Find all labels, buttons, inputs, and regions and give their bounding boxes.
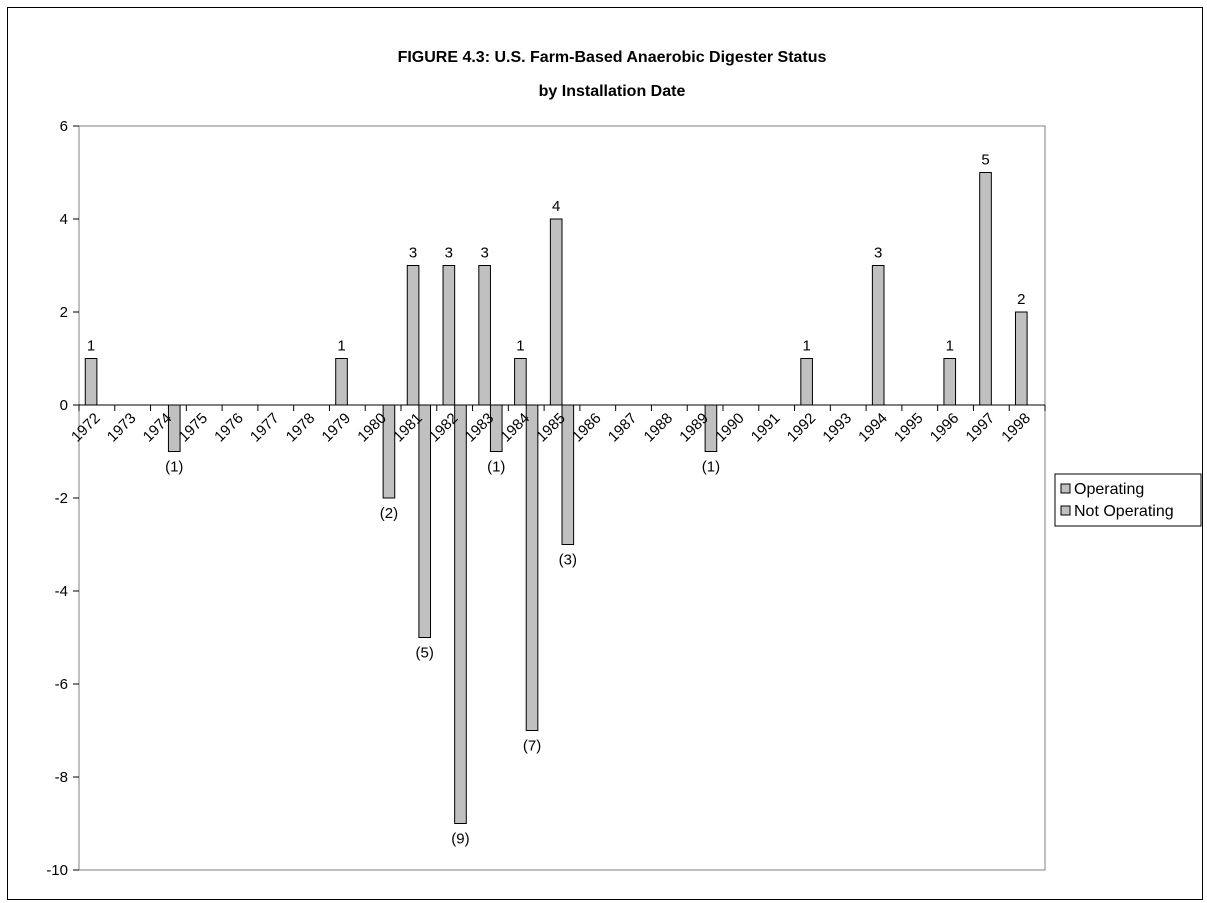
legend-label: Not Operating xyxy=(1074,503,1174,520)
chart-subtitle: by Installation Date xyxy=(539,83,686,100)
data-label: (1) xyxy=(165,459,183,476)
bar-operating xyxy=(943,358,957,406)
bar-operating xyxy=(549,218,563,406)
data-label: 1 xyxy=(946,338,954,355)
data-label: (9) xyxy=(451,831,469,848)
data-label: (2) xyxy=(380,505,398,522)
x-tick-label: 1993 xyxy=(819,410,855,446)
bar-operating xyxy=(442,265,456,406)
chart-title: FIGURE 4.3: U.S. Farm-Based Anaerobic Di… xyxy=(398,49,827,66)
bar-not-operating xyxy=(489,404,503,452)
data-label: 3 xyxy=(445,245,453,262)
bar-operating xyxy=(514,358,527,406)
x-tick-label: 1996 xyxy=(927,410,963,446)
data-label: 5 xyxy=(981,152,989,169)
x-tick-label: 1976 xyxy=(211,410,247,446)
bar-operating xyxy=(84,358,98,406)
x-tick-label: 1979 xyxy=(319,410,355,446)
legend-box xyxy=(1054,473,1202,527)
legend: Operating Not Operating xyxy=(1054,473,1202,527)
legend-label: Operating xyxy=(1074,481,1144,498)
bar-not-operating xyxy=(704,404,718,452)
y-tick-label: 6 xyxy=(60,118,68,135)
data-label: 3 xyxy=(874,245,882,262)
x-tick-label: 1995 xyxy=(891,410,927,446)
data-label: (1) xyxy=(702,459,720,476)
bar-not-operating xyxy=(454,404,467,824)
y-tick-label: -2 xyxy=(55,490,68,507)
bar-operating xyxy=(800,358,813,406)
data-label: (7) xyxy=(523,738,541,755)
bar-not-operating xyxy=(418,404,432,638)
x-tick-label: 1987 xyxy=(605,410,641,446)
data-label: 1 xyxy=(516,338,524,355)
legend-swatch xyxy=(1060,505,1071,516)
bar-operating xyxy=(478,265,491,406)
x-tick-label: 1998 xyxy=(998,410,1034,446)
y-tick-label: -6 xyxy=(55,676,68,693)
x-tick-label: 1975 xyxy=(175,410,211,446)
bar-not-operating xyxy=(167,404,181,452)
bar-operating xyxy=(335,358,348,406)
data-label: 1 xyxy=(802,338,810,355)
x-tick-label: 1994 xyxy=(855,410,891,446)
x-axis: 1972 1973 1974 1975 1976 1977 1978 1979 1980 1981… xyxy=(68,404,1046,446)
x-tick-label: 1972 xyxy=(68,410,104,446)
x-tick-label: 1973 xyxy=(104,410,140,446)
x-tick-label: 1991 xyxy=(748,410,784,446)
data-label: 3 xyxy=(409,245,417,262)
x-tick-label: 1978 xyxy=(283,410,319,446)
x-tick-label: 1992 xyxy=(784,410,820,446)
data-label: 4 xyxy=(552,198,560,215)
bar-operating xyxy=(979,172,992,406)
y-tick-label: -8 xyxy=(55,769,68,786)
chart-area-border xyxy=(7,7,1203,900)
bar-operating xyxy=(871,265,885,406)
y-tick-label: 2 xyxy=(60,304,68,321)
data-label: 2 xyxy=(1017,291,1025,308)
x-tick-label: 1990 xyxy=(712,410,748,446)
x-tick-label: 1986 xyxy=(569,410,605,446)
y-tick-label: -4 xyxy=(55,583,68,600)
x-tick-label: 1988 xyxy=(641,410,677,446)
x-tick-label: 1977 xyxy=(247,410,283,446)
bar-operating xyxy=(1014,311,1028,406)
data-label: (5) xyxy=(416,645,434,662)
bar-not-operating xyxy=(525,404,539,731)
x-tick-label: 1997 xyxy=(963,410,999,446)
data-label: (3) xyxy=(559,552,577,569)
y-tick-label: 4 xyxy=(60,211,68,228)
data-label: 1 xyxy=(87,338,95,355)
data-label: 1 xyxy=(337,338,345,355)
data-label: (1) xyxy=(487,459,505,476)
data-labels: 1 (1) 1 (2) 3 (5) 3 (9) 3 (1) 1 (7) 4 (3) (1) 1 3 1 5 2 xyxy=(87,152,1026,848)
y-axis: 6 4 2 0 -2 -4 -6 -8 -10 xyxy=(46,118,79,879)
data-label: 3 xyxy=(480,245,488,262)
y-tick-label: -10 xyxy=(46,862,68,879)
legend-swatch xyxy=(1060,483,1071,494)
y-tick-label: 0 xyxy=(60,397,68,414)
bars xyxy=(84,172,1028,824)
bar-operating xyxy=(406,265,420,406)
